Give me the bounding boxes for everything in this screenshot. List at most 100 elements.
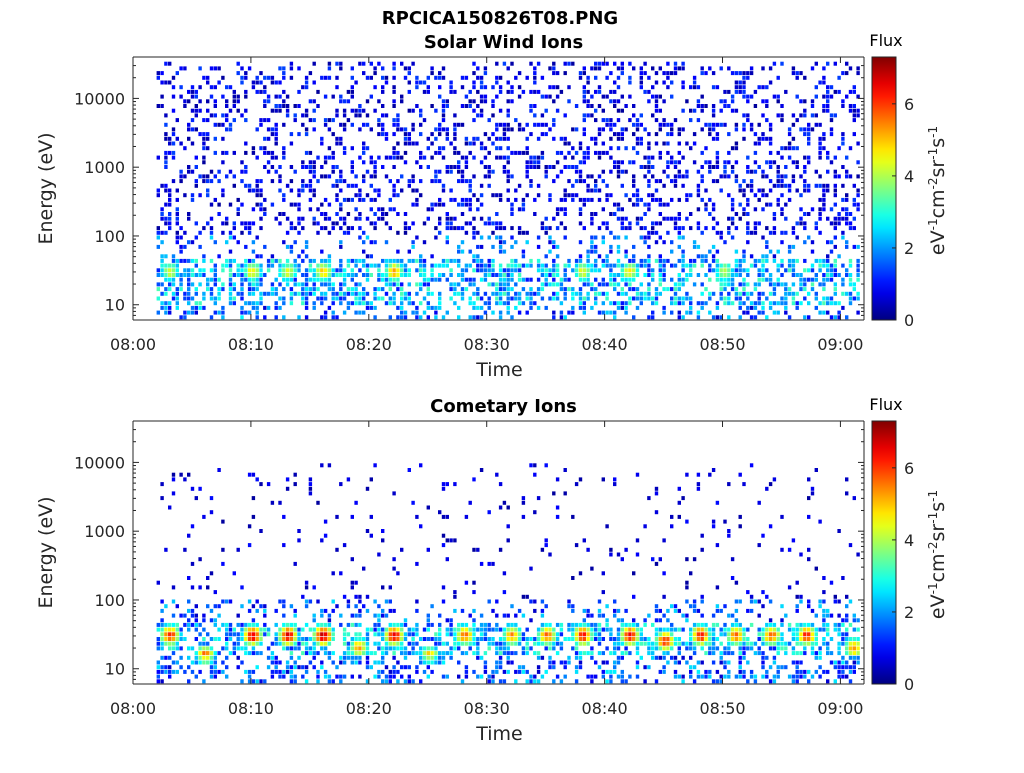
- heatmap-cell: [484, 632, 487, 636]
- heatmap-cell: [381, 529, 384, 533]
- heatmap-cell: [647, 496, 650, 500]
- heatmap-cell: [826, 109, 829, 113]
- heatmap-cell: [564, 297, 567, 301]
- heatmap-cell: [853, 287, 856, 291]
- heatmap-cell: [613, 600, 616, 604]
- heatmap-cell: [701, 623, 704, 627]
- heatmap-cell: [723, 160, 726, 164]
- heatmap-cell: [457, 315, 460, 319]
- heatmap-cell: [179, 315, 182, 319]
- heatmap-cell: [499, 226, 502, 230]
- heatmap-cell: [503, 571, 506, 575]
- heatmap-cell: [548, 226, 551, 230]
- heatmap-cell: [252, 623, 255, 627]
- heatmap-cell: [533, 212, 536, 216]
- heatmap-cell: [533, 651, 536, 655]
- heatmap-cell: [157, 245, 160, 249]
- heatmap-cell: [408, 679, 411, 683]
- heatmap-cell: [773, 226, 776, 230]
- heatmap-cell: [195, 90, 198, 94]
- heatmap-cell: [320, 609, 323, 613]
- heatmap-cell: [217, 637, 220, 641]
- heatmap-cell: [221, 137, 224, 141]
- heatmap-cell: [430, 254, 433, 258]
- heatmap-cell: [613, 642, 616, 646]
- heatmap-cell: [701, 151, 704, 155]
- heatmap-cell: [297, 254, 300, 258]
- heatmap-cell: [822, 109, 825, 113]
- heatmap-cell: [815, 113, 818, 117]
- heatmap-cell: [780, 240, 783, 244]
- heatmap-cell: [533, 90, 536, 94]
- heatmap-cell: [229, 637, 232, 641]
- heatmap-cell: [784, 287, 787, 291]
- heatmap-cell: [507, 642, 510, 646]
- heatmap-cell: [480, 468, 483, 472]
- heatmap-cell: [442, 76, 445, 80]
- heatmap-cell: [244, 109, 247, 113]
- heatmap-cell: [256, 90, 259, 94]
- heatmap-cell: [655, 221, 658, 225]
- heatmap-cell: [826, 156, 829, 160]
- heatmap-cell: [164, 287, 167, 291]
- heatmap-cell: [632, 618, 635, 622]
- heatmap-cell: [575, 127, 578, 131]
- heatmap-cell: [769, 203, 772, 207]
- heatmap-cell: [617, 553, 620, 557]
- heatmap-cell: [662, 217, 665, 221]
- heatmap-cell: [628, 62, 631, 66]
- heatmap-cell: [586, 184, 589, 188]
- heatmap-cell: [248, 642, 251, 646]
- heatmap-cell: [400, 62, 403, 66]
- heatmap-cell: [290, 226, 293, 230]
- heatmap-cell: [640, 259, 643, 263]
- heatmap-cell: [659, 236, 662, 240]
- heatmap-cell: [301, 595, 304, 599]
- heatmap-cell: [689, 212, 692, 216]
- heatmap-cell: [301, 297, 304, 301]
- heatmap-cell: [727, 226, 730, 230]
- heatmap-cell: [484, 661, 487, 665]
- heatmap-cell: [541, 226, 544, 230]
- heatmap-cell: [746, 226, 749, 230]
- heatmap-cell: [263, 679, 266, 683]
- heatmap-cell: [465, 642, 468, 646]
- y-tick-label: 10: [105, 296, 125, 315]
- heatmap-cell: [449, 221, 452, 225]
- heatmap-cell: [510, 226, 513, 230]
- heatmap-cell: [396, 193, 399, 197]
- heatmap-cell: [488, 151, 491, 155]
- heatmap-cell: [343, 273, 346, 277]
- heatmap-cell: [765, 104, 768, 108]
- heatmap-cell: [678, 297, 681, 301]
- heatmap-cell: [541, 287, 544, 291]
- heatmap-cell: [594, 137, 597, 141]
- heatmap-cell: [400, 315, 403, 319]
- heatmap-cell: [659, 95, 662, 99]
- heatmap-cell: [518, 231, 521, 235]
- heatmap-cell: [503, 156, 506, 160]
- heatmap-cell: [294, 642, 297, 646]
- heatmap-cell: [754, 142, 757, 146]
- heatmap-cell: [701, 282, 704, 286]
- heatmap-cell: [244, 259, 247, 263]
- heatmap-cell: [579, 632, 582, 636]
- heatmap-cell: [446, 137, 449, 141]
- heatmap-cell: [681, 278, 684, 282]
- heatmap-cell: [267, 268, 270, 272]
- heatmap-cell: [328, 203, 331, 207]
- heatmap-cell: [583, 301, 586, 305]
- heatmap-cell: [461, 104, 464, 108]
- heatmap-cell: [856, 245, 859, 249]
- heatmap-cell: [579, 628, 582, 632]
- heatmap-cell: [571, 184, 574, 188]
- heatmap-cell: [697, 254, 700, 258]
- heatmap-cell: [404, 656, 407, 660]
- heatmap-cell: [252, 637, 255, 641]
- heatmap-cell: [358, 198, 361, 202]
- heatmap-cell: [240, 637, 243, 641]
- heatmap-cell: [164, 301, 167, 305]
- heatmap-cell: [290, 646, 293, 650]
- heatmap-cell: [263, 118, 266, 122]
- heatmap-cell: [328, 273, 331, 277]
